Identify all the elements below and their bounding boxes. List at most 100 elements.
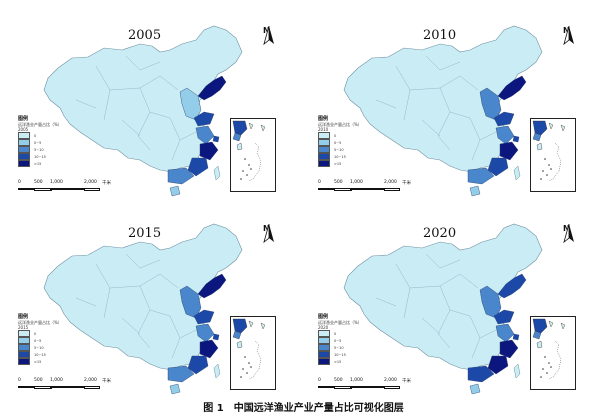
province-hebei (179, 87, 202, 121)
province-jiangsu (195, 125, 215, 145)
legend-row: 0 (18, 330, 80, 337)
province-shandong (193, 111, 215, 127)
legend-range: >15 (34, 161, 42, 166)
province-jiangsu (495, 125, 515, 145)
scale-label: 500 (334, 180, 343, 185)
legend-title: 图例 (18, 314, 29, 320)
scale-seg (384, 386, 400, 389)
legend-swatch (318, 344, 330, 351)
scale-label: 1,000 (50, 378, 63, 383)
province-shandong (193, 309, 215, 325)
scale-label: 1,000 (350, 180, 363, 185)
scale-seg (18, 386, 34, 388)
province-shanghai (512, 135, 520, 143)
province-shandong (493, 309, 515, 325)
legend-row: >15 (18, 358, 80, 365)
legend-range: 0~5 (34, 140, 42, 145)
province-border (375, 297, 397, 307)
legend-range: 10~15 (334, 154, 346, 159)
legend-range: 5~10 (34, 147, 44, 152)
legend-swatch (318, 153, 330, 160)
scale-unit: 千米 (402, 181, 411, 186)
province-fujian (187, 355, 209, 375)
south-china-sea-inset (230, 118, 276, 192)
north-arrow-icon: N (563, 224, 574, 244)
north-arrow-icon: N (563, 26, 574, 46)
province-guangdong (467, 365, 495, 383)
legend-row: 0~5 (318, 337, 380, 344)
legend-swatch (318, 330, 330, 337)
legend-row: 5~10 (18, 146, 80, 153)
scale-label: 0 (318, 180, 321, 185)
legend-year: 2015 (18, 325, 29, 330)
map-panel-2015: 2015 N 图例 远洋渔业产量占比（%） 2015 0 0~5 5~10 10~15 >15 0 5… (0, 198, 300, 398)
north-label: N (263, 224, 270, 233)
scale-bar: 0 500 1,000 2,000 千米 (318, 378, 428, 392)
legend-range: 5~10 (334, 147, 344, 152)
map-panel-2020: 2020 N 图例 远洋渔业产量占比（%） 2020 0 0~5 5~10 10~15 >15 0 5… (300, 198, 600, 398)
province-zhejiang (199, 141, 219, 161)
scale-seg (50, 386, 84, 388)
province-zhejiang (499, 141, 519, 161)
province-border (159, 273, 179, 289)
legend-swatch (318, 160, 330, 167)
scale-label: 500 (334, 378, 343, 383)
legend-swatch (18, 139, 30, 146)
province-border (137, 111, 151, 151)
scale-seg (50, 188, 84, 190)
province-border (425, 55, 461, 71)
north-arrow-shape (563, 26, 574, 46)
legend-row: 10~15 (18, 153, 80, 160)
north-arrow-shape (263, 224, 274, 244)
legend-row: 0 (318, 330, 380, 337)
north-arrow-shape (263, 26, 274, 46)
legend-swatch (318, 337, 330, 344)
scale-label: 1,000 (50, 180, 63, 185)
north-arrow-icon: N (263, 26, 274, 46)
legend-subtitle: 远洋渔业产量占比（%） (18, 122, 62, 127)
province-jiangsu (195, 323, 215, 343)
panel-year: 2010 (423, 28, 457, 43)
south-china-sea-inset (530, 316, 576, 390)
map-svg (43, 25, 247, 197)
legend-row: 0~5 (18, 139, 80, 146)
taiwan (213, 363, 221, 379)
province-hainan (469, 383, 481, 395)
province-border (437, 111, 451, 151)
legend-title: 图例 (318, 116, 329, 122)
scale-label: 0 (318, 378, 321, 383)
province-liaoning (197, 273, 227, 299)
province-border (125, 253, 161, 269)
map-panel-2005: 2005 N 图例 远洋渔业产量占比（%） 2005 0 0~5 5~10 10~15 >15 0 5… (0, 0, 300, 200)
province-border (137, 309, 151, 349)
legend-range: >15 (334, 161, 342, 166)
province-guangdong (467, 167, 495, 185)
legend-swatch (18, 351, 30, 358)
scale-seg (18, 188, 34, 190)
scale-seg (350, 386, 384, 388)
province-border (437, 309, 451, 349)
scale-unit: 千米 (402, 379, 411, 384)
legend-range: 0 (334, 133, 337, 138)
scale-bar: 0 500 1,000 2,000 千米 (18, 180, 128, 194)
legend-range: 5~10 (34, 345, 44, 350)
scale-seg (84, 188, 100, 191)
map-legend: 图例 远洋渔业产量占比（%） 2015 0 0~5 5~10 10~15 >15 (18, 314, 80, 365)
province-liaoning (497, 273, 527, 299)
legend-range: >15 (334, 359, 342, 364)
taiwan (513, 363, 521, 379)
scale-label: 0 (18, 180, 21, 185)
north-arrow-shape (563, 224, 574, 244)
scale-unit: 千米 (102, 379, 111, 384)
inset-map (232, 318, 266, 380)
legend-row: >15 (318, 160, 380, 167)
province-jiangsu (495, 323, 515, 343)
province-liaoning (497, 75, 527, 101)
province-fujian (487, 157, 509, 177)
north-label: N (563, 224, 570, 233)
map-legend: 图例 远洋渔业产量占比（%） 2005 0 0~5 5~10 10~15 >15 (18, 116, 80, 167)
scale-seg (350, 188, 384, 190)
scale-label: 500 (34, 180, 43, 185)
province-hebei (479, 87, 502, 121)
